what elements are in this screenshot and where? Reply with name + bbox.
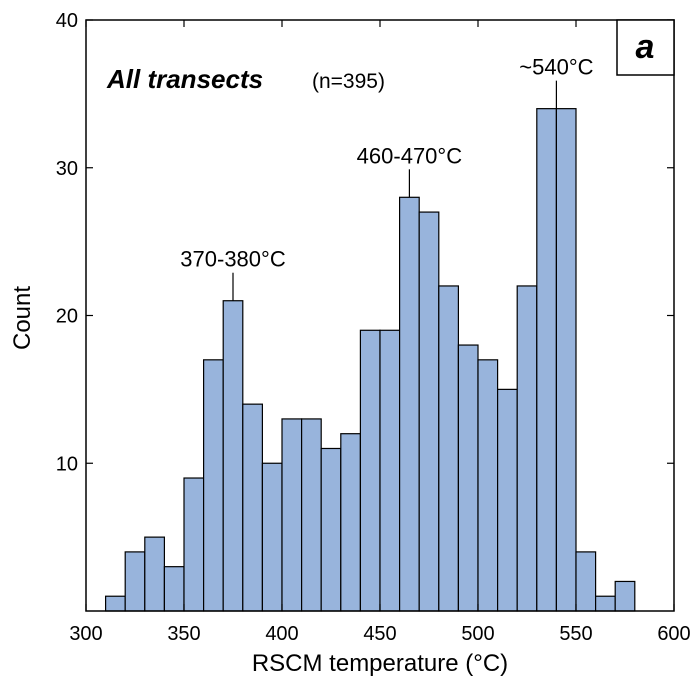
y-tick-label: 10	[56, 453, 78, 475]
x-axis-title: RSCM temperature (°C)	[252, 650, 508, 677]
histogram-bar	[301, 418, 322, 612]
histogram-bar	[516, 285, 538, 612]
histogram-bar	[222, 300, 244, 612]
histogram-bar	[497, 388, 518, 612]
y-axis: 10 20 30 40	[56, 10, 674, 475]
histogram-bar	[477, 359, 499, 612]
histogram-bar	[144, 536, 166, 612]
x-tick-label: 450	[363, 623, 396, 645]
y-axis-title: Count	[9, 286, 36, 350]
annotations-group: 370-380°C 460-470°C ~540°C	[180, 55, 594, 301]
histogram-bar	[575, 551, 597, 612]
panel-label: a	[636, 28, 655, 66]
y-tick-label: 20	[56, 306, 78, 328]
histogram-bar	[379, 329, 401, 612]
annotation-label: 370-380°C	[180, 247, 286, 272]
x-tick-label: 550	[559, 623, 592, 645]
x-tick-label: 350	[167, 623, 200, 645]
histogram-bar	[340, 433, 361, 612]
y-tick-label: 40	[56, 10, 78, 32]
histogram-bar	[281, 418, 303, 612]
histogram-bar	[183, 477, 205, 612]
x-axis: 300 350 400 450 500 550 600	[69, 20, 691, 645]
histogram-bar	[536, 108, 557, 612]
histogram-bar	[418, 211, 440, 612]
histogram-bar	[555, 108, 577, 612]
bars-group	[104, 108, 636, 612]
annotation-label: ~540°C	[519, 55, 593, 80]
x-tick-label: 300	[69, 623, 102, 645]
chart-title: All transects	[106, 64, 263, 94]
x-tick-label: 500	[461, 623, 494, 645]
histogram-bar	[399, 196, 420, 612]
histogram-bar	[594, 595, 616, 612]
histogram-bar	[359, 329, 381, 612]
histogram-bar	[261, 462, 283, 612]
histogram-bar	[614, 580, 636, 612]
histogram-bar	[163, 566, 185, 612]
histogram-bar	[242, 403, 264, 612]
annotation-label: 460-470°C	[357, 143, 463, 168]
histogram-bar	[457, 344, 479, 612]
y-tick-label: 30	[56, 158, 78, 180]
histogram-bar	[203, 359, 224, 612]
histogram-bar	[320, 447, 342, 612]
chart-subtitle: (n=395)	[312, 70, 385, 93]
histogram-bar	[438, 285, 459, 612]
panel-label-box	[616, 19, 675, 76]
x-tick-label: 400	[265, 623, 298, 645]
histogram-bar	[124, 551, 146, 612]
x-tick-label: 600	[657, 623, 690, 645]
histogram-bar	[104, 595, 126, 612]
